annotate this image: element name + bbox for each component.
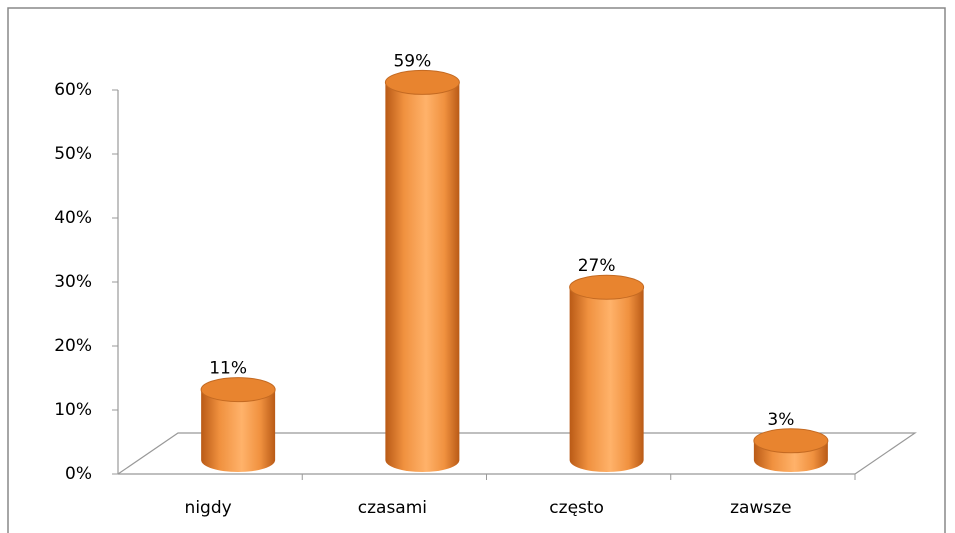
y-tick-label: 30% [54, 272, 92, 292]
value-label: 11% [209, 359, 247, 379]
value-label: 3% [767, 410, 794, 430]
value-label: 59% [393, 51, 431, 71]
y-tick-label: 20% [54, 336, 92, 356]
bar-top [200, 377, 276, 403]
bar [569, 287, 644, 473]
x-tick-label: czasami [358, 498, 427, 518]
bar-top [384, 69, 460, 95]
bar [201, 389, 276, 473]
bar [385, 82, 460, 473]
x-tick-label: często [549, 498, 604, 518]
chart-border [7, 7, 946, 533]
value-label: 27% [578, 256, 616, 276]
bar-top [753, 428, 829, 454]
y-tick-label: 50% [54, 144, 92, 164]
y-tick-label: 0% [65, 464, 92, 484]
y-tick-label: 40% [54, 208, 92, 228]
bar-top [569, 274, 645, 300]
x-tick-label: zawsze [730, 498, 791, 518]
x-tick-label: nigdy [185, 498, 232, 518]
y-tick-label: 60% [54, 80, 92, 100]
y-tick-label: 10% [54, 400, 92, 420]
